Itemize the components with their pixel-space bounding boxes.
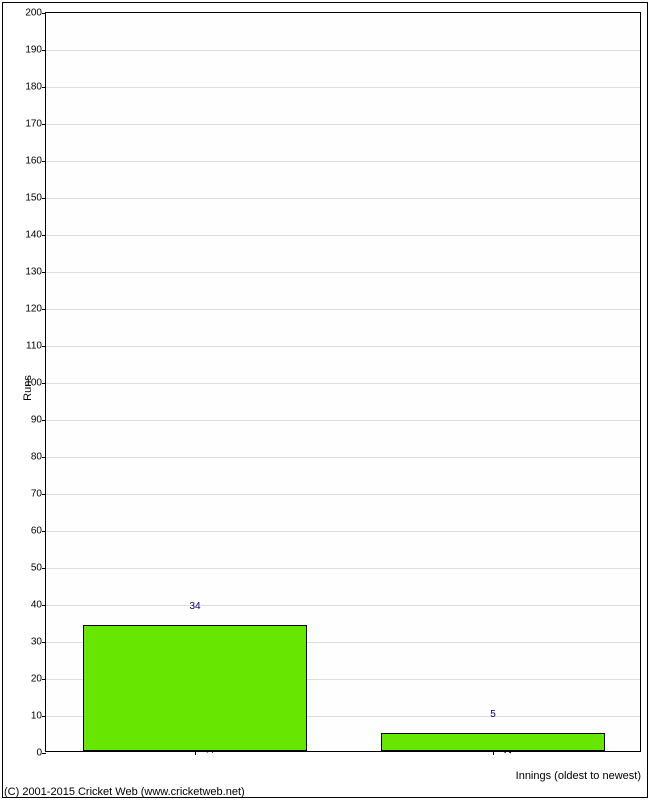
ytick-label: 120 <box>25 304 46 315</box>
plot-area: 0102030405060708090100110120130140150160… <box>45 12 641 752</box>
gridline <box>46 87 640 88</box>
ytick-label: 160 <box>25 156 46 167</box>
x-axis-title: Innings (oldest to newest) <box>516 770 641 782</box>
ytick-label: 80 <box>31 452 46 463</box>
gridline <box>46 198 640 199</box>
ytick-label: 0 <box>36 748 46 759</box>
gridline <box>46 420 640 421</box>
ytick-label: 180 <box>25 82 46 93</box>
copyright-text: (C) 2001-2015 Cricket Web (www.cricketwe… <box>4 786 245 798</box>
gridline <box>46 568 640 569</box>
ytick-label: 130 <box>25 267 46 278</box>
gridline <box>46 309 640 310</box>
ytick-label: 90 <box>31 415 46 426</box>
ytick-label: 20 <box>31 674 46 685</box>
gridline <box>46 494 640 495</box>
gridline <box>46 346 640 347</box>
chart-container: 0102030405060708090100110120130140150160… <box>0 0 650 800</box>
gridline <box>46 124 640 125</box>
ytick-label: 200 <box>25 8 46 19</box>
ytick-label: 170 <box>25 119 46 130</box>
bar <box>83 625 307 751</box>
bar-value-label: 5 <box>490 709 496 720</box>
ytick-label: 40 <box>31 600 46 611</box>
gridline <box>46 161 640 162</box>
ytick-label: 140 <box>25 230 46 241</box>
ytick-label: 60 <box>31 526 46 537</box>
ytick-label: 110 <box>26 341 46 352</box>
bar-value-label: 34 <box>189 601 200 612</box>
gridline <box>46 272 640 273</box>
gridline <box>46 531 640 532</box>
ytick-label: 10 <box>31 711 46 722</box>
gridline <box>46 605 640 606</box>
ytick-label: 50 <box>31 563 46 574</box>
ytick-label: 30 <box>31 637 46 648</box>
ytick-label: 190 <box>25 45 46 56</box>
ytick-label: 70 <box>31 489 46 500</box>
ytick-label: 150 <box>25 193 46 204</box>
bar <box>381 733 605 752</box>
gridline <box>46 50 640 51</box>
gridline <box>46 457 640 458</box>
gridline <box>46 383 640 384</box>
y-axis-title: Runs <box>22 375 34 401</box>
gridline <box>46 235 640 236</box>
